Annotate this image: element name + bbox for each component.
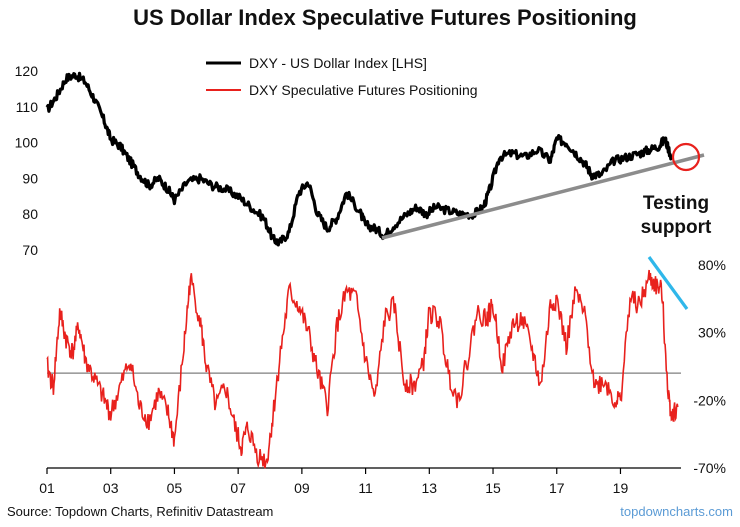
source-note: Source: Topdown Charts, Refinitiv Datast…: [7, 504, 273, 519]
left-axis-ticks: 70 80 90 100 110 120: [15, 63, 39, 258]
left-tick-label-4: 110: [16, 99, 39, 115]
legend: DXY - US Dollar Index [LHS] DXY Speculat…: [206, 55, 478, 98]
right-tick-label-2: -20%: [693, 392, 726, 408]
annotation-support: support: [641, 217, 712, 238]
left-tick-label-0: 70: [22, 242, 38, 258]
right-tick-label-1: 30%: [698, 325, 726, 341]
left-tick-label-3: 100: [15, 135, 39, 151]
x-tick-label-8: 17: [549, 480, 565, 496]
right-tick-label-0: 80%: [698, 257, 726, 273]
left-tick-label-1: 80: [22, 206, 38, 222]
positioning-downtrend-line: [647, 256, 689, 310]
chart-title: US Dollar Index Speculative Futures Posi…: [133, 5, 637, 30]
right-tick-label-3: -70%: [693, 460, 726, 476]
support-test-circle: [671, 142, 701, 172]
x-tick-label-0: 01: [39, 480, 55, 496]
left-tick-label-2: 90: [22, 170, 38, 186]
right-axis-ticks: 80% 30% -20% -70%: [693, 257, 726, 476]
x-tick-label-9: 19: [613, 480, 629, 496]
legend-label-dxy: DXY - US Dollar Index [LHS]: [249, 55, 427, 71]
x-tick-label-4: 09: [294, 480, 310, 496]
x-tick-label-1: 03: [103, 480, 119, 496]
x-tick-label-3: 07: [230, 480, 246, 496]
x-axis: 01 03 05 07 09 11 13 15 17 19: [39, 467, 681, 496]
brand-link[interactable]: topdowncharts.com: [620, 504, 733, 519]
x-tick-label-6: 13: [422, 480, 438, 496]
support-trendline: [381, 153, 705, 240]
positioning-series-line: [46, 269, 679, 469]
dxy-series-line: [45, 71, 673, 247]
annotation-testing: Testing: [643, 193, 709, 214]
left-tick-label-5: 120: [15, 63, 39, 79]
x-tick-label-7: 15: [485, 480, 501, 496]
x-tick-label-5: 11: [358, 480, 373, 496]
legend-label-positioning: DXY Speculative Futures Positioning: [249, 82, 478, 98]
x-tick-label-2: 05: [167, 480, 183, 496]
